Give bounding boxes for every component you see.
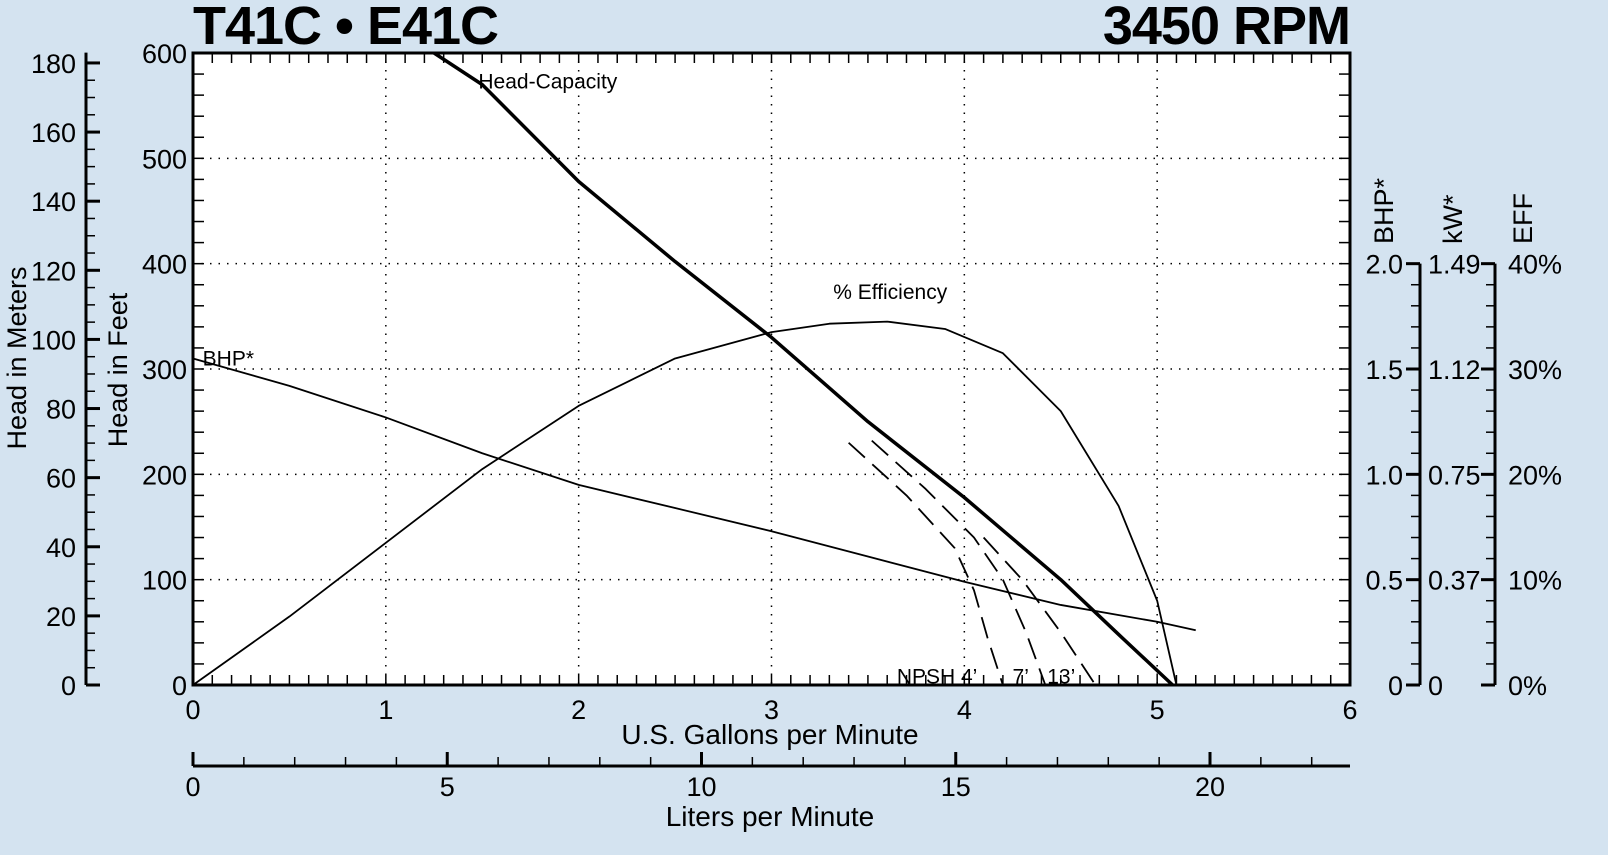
y-tick-label: 300 [142,355,187,385]
annotations: Head-Capacity % Efficiency BHP* NPSH 4’ 7’ 13… [203,70,1076,688]
liters-tick-label: 5 [440,772,455,802]
meters-tick-label: 140 [31,187,76,217]
eff-tick-label: 10% [1508,566,1562,596]
chart-title-speed: 3450 RPM [1102,0,1351,56]
x-axis-label-liters: Liters per Minute [666,801,875,832]
curve-annotation: 7’ [1013,665,1029,688]
bhp-tick-label: 1.5 [1365,355,1403,385]
eff-tick-label: 20% [1508,460,1562,490]
liters-tick-label: 15 [941,772,971,802]
x-tick-label: 4 [957,695,972,725]
curve--efficiency [192,320,1178,686]
bhp-axis-label: BHP* [1369,177,1399,244]
curve-annotation: Head-Capacity [478,70,617,93]
y-tick-label: 0 [172,671,187,701]
curve-annotation: 13’ [1047,665,1075,688]
liters-tick-label: 0 [185,772,200,802]
eff-tick-label: 0% [1508,671,1547,701]
curve-head-capacity [433,51,1174,687]
gridlines [193,53,1350,685]
kw-tick-label: 0 [1428,671,1443,701]
kw-tick-label: 1.12 [1428,355,1481,385]
chart-title-model: T41C • E41C [193,0,499,56]
y-tick-label: 600 [142,39,187,69]
y-axis-label-feet: Head in Feet [103,292,133,447]
bhp-tick-label: 0.5 [1365,566,1403,596]
curve-bhp [192,357,1196,632]
bhp-tick-label: 1.0 [1365,460,1403,490]
x-tick-label: 3 [764,695,779,725]
x-tick-label: 2 [571,695,586,725]
y-tick-label: 200 [142,460,187,490]
eff-axis-label: EFF [1508,193,1538,244]
x-tick-label: 6 [1342,695,1357,725]
curve-annotation: BHP* [203,347,254,370]
meters-tick-label: 80 [46,395,76,425]
x-tick-label: 5 [1150,695,1165,725]
x-tick-label: 0 [185,695,200,725]
kw-tick-label: 1.49 [1428,250,1481,280]
liters-tick-label: 10 [686,772,716,802]
bhp-tick-label: 2.0 [1365,250,1403,280]
meters-tick-label: 0 [61,671,76,701]
bhp-tick-label: 0 [1388,671,1403,701]
y-tick-label: 400 [142,250,187,280]
eff-tick-label: 40% [1508,250,1562,280]
curve-npsh-7 [871,439,1047,686]
curve-annotation: % Efficiency [833,281,947,304]
curve-npsh-4 [848,442,1004,686]
eff-tick-label: 30% [1508,355,1562,385]
liters-tick-label: 20 [1195,772,1225,802]
kw-tick-label: 0.37 [1428,566,1481,596]
meters-tick-label: 40 [46,533,76,563]
meters-tick-label: 60 [46,464,76,494]
meters-tick-label: 20 [46,602,76,632]
x-tick-label: 1 [378,695,393,725]
curves [192,51,1196,687]
plot-frame [191,51,1352,687]
curve-annotation: NPSH 4’ [897,665,978,688]
y-tick-label: 500 [142,144,187,174]
y-tick-label: 100 [142,566,187,596]
meters-tick-label: 120 [31,256,76,286]
y-axis-label-meters: Head in Meters [2,266,32,449]
x-axis-label: U.S. Gallons per Minute [621,719,918,750]
meters-tick-label: 160 [31,118,76,148]
kw-tick-label: 0.75 [1428,460,1481,490]
meters-tick-label: 100 [31,325,76,355]
meters-tick-label: 180 [31,49,76,79]
kw-axis-label: kW* [1438,194,1468,244]
